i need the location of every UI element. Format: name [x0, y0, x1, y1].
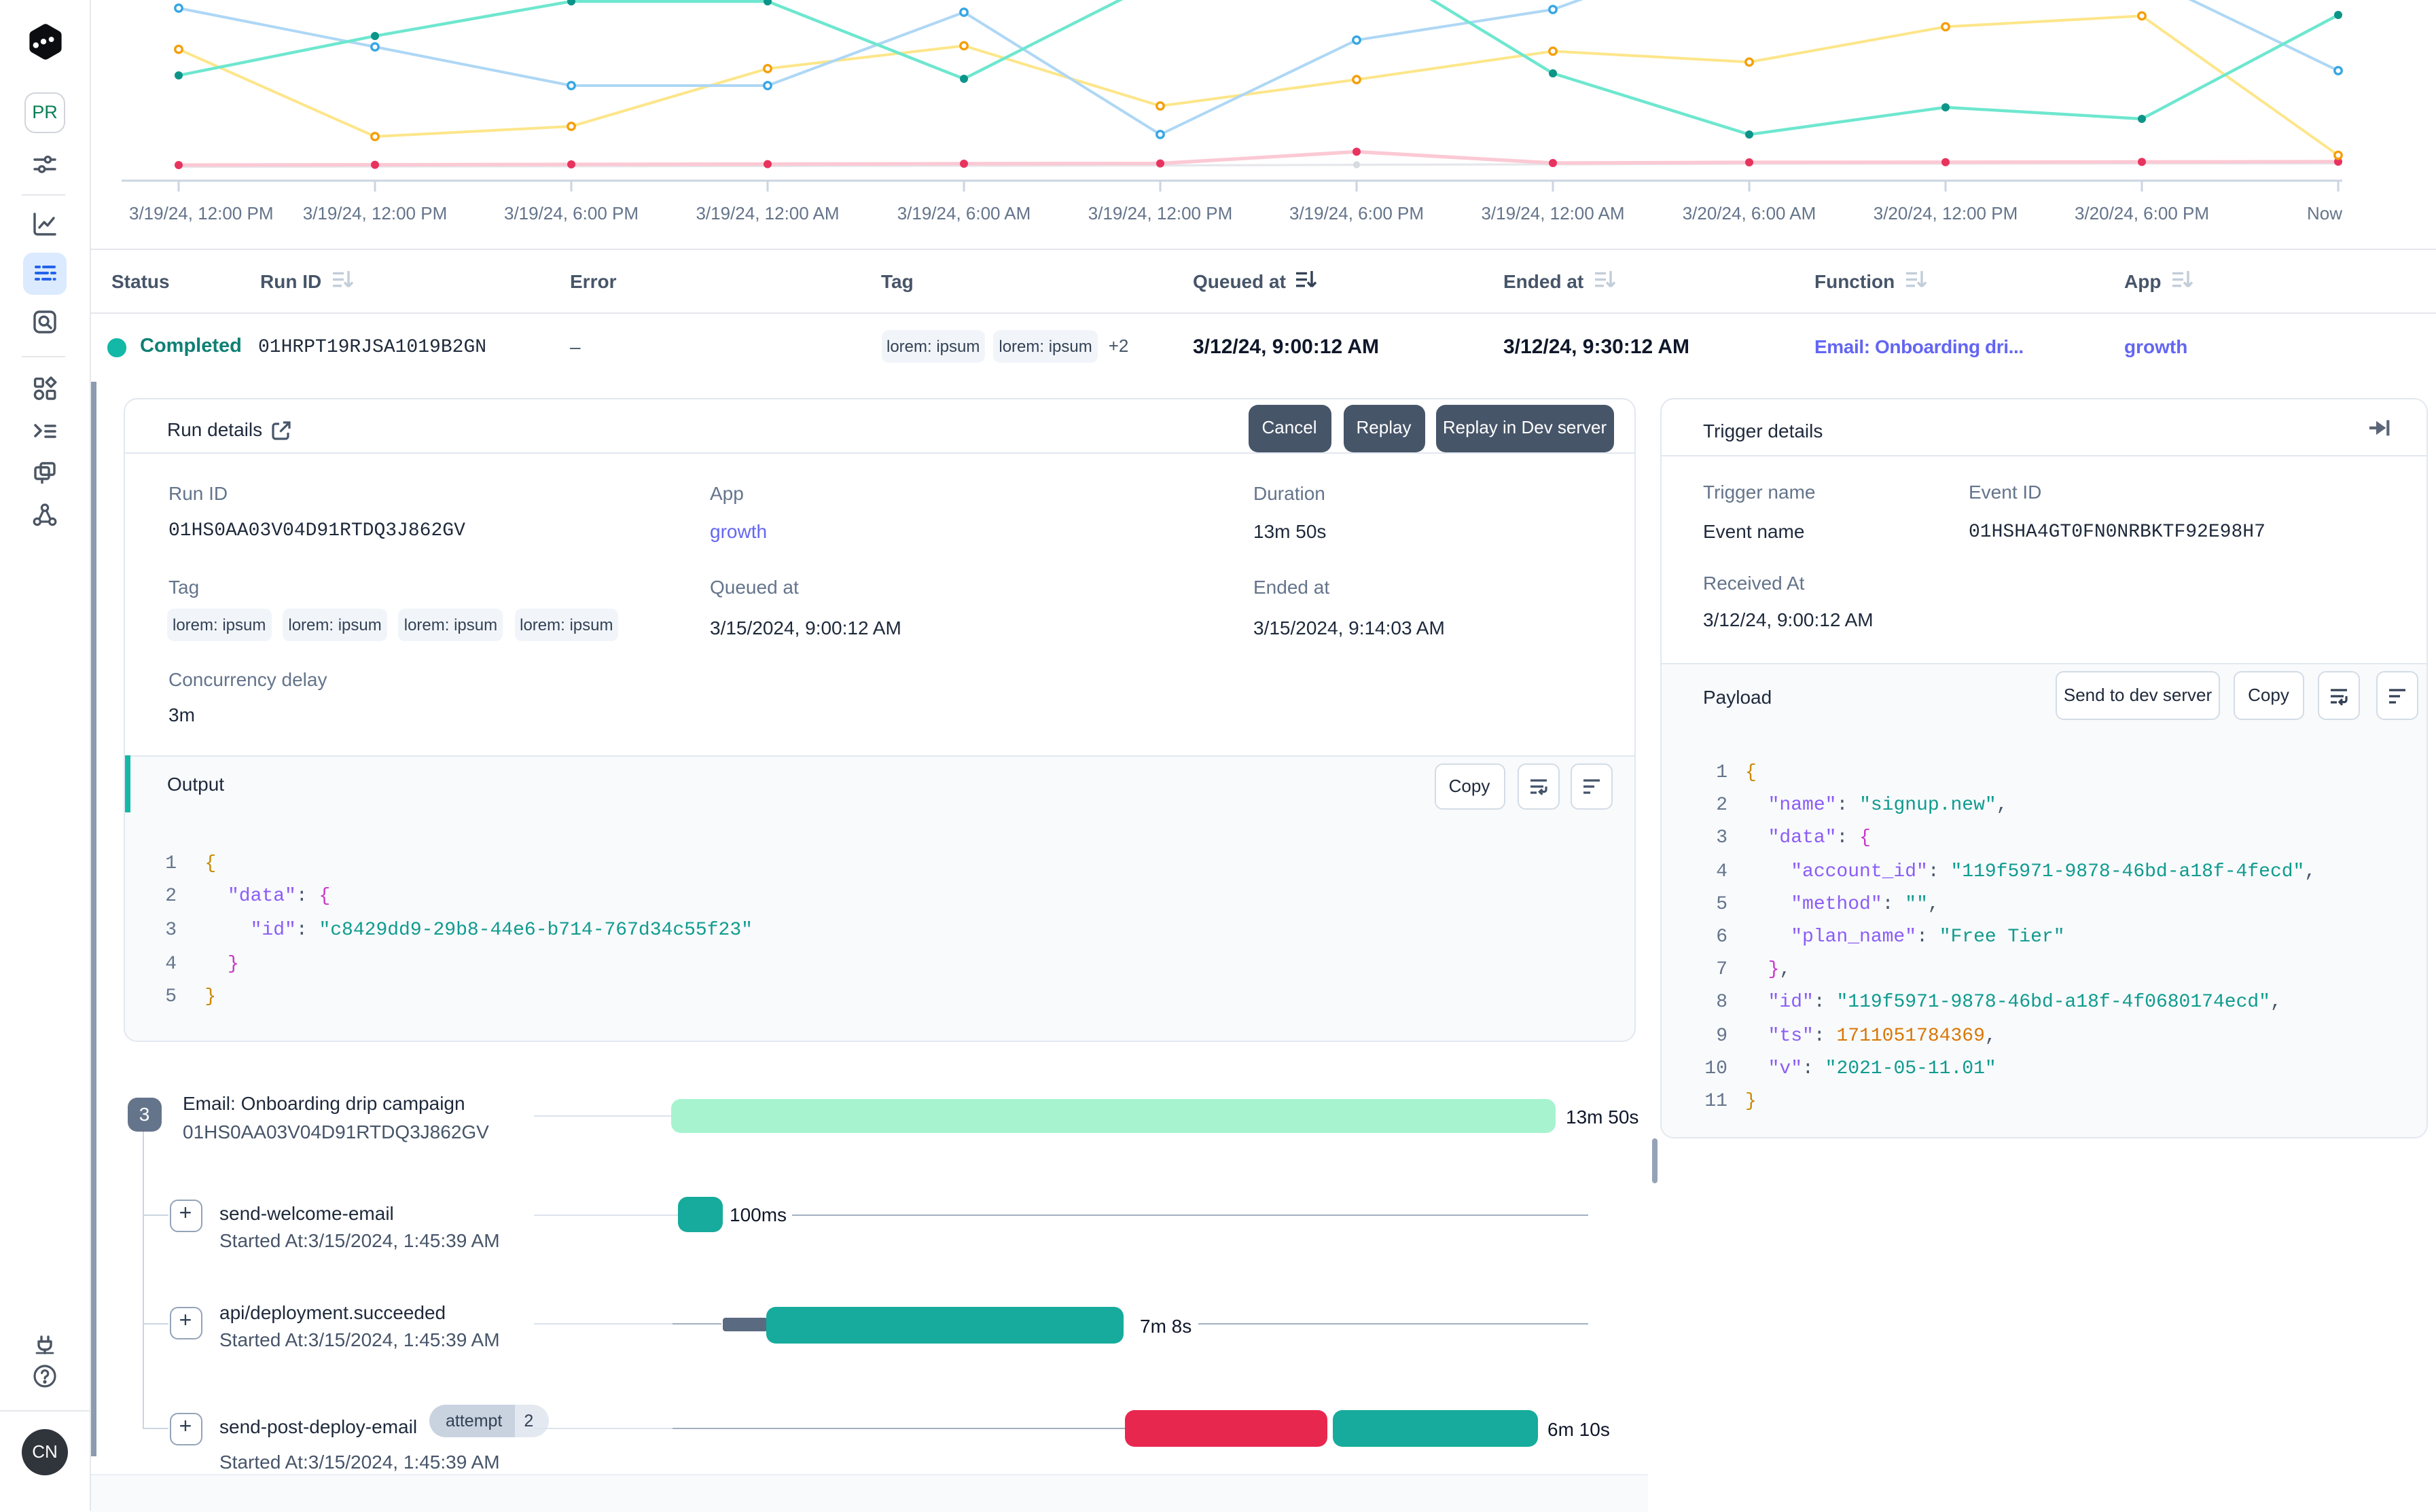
- svg-text:3/19/24, 12:00 PM: 3/19/24, 12:00 PM: [1088, 203, 1232, 223]
- svg-text:Now: Now: [2307, 203, 2342, 223]
- svg-text:3/19/24, 12:00 AM: 3/19/24, 12:00 AM: [696, 203, 839, 223]
- svg-text:3/20/24, 12:00 PM: 3/20/24, 12:00 PM: [1874, 203, 2018, 223]
- svg-text:3/20/24, 6:00 AM: 3/20/24, 6:00 AM: [1683, 203, 1816, 223]
- svg-text:3/19/24, 6:00 PM: 3/19/24, 6:00 PM: [1289, 203, 1424, 223]
- svg-text:3/19/24, 12:00 PM: 3/19/24, 12:00 PM: [303, 203, 447, 223]
- svg-text:3/20/24, 6:00 PM: 3/20/24, 6:00 PM: [2075, 203, 2209, 223]
- svg-text:3/19/24, 12:00 AM: 3/19/24, 12:00 AM: [1481, 203, 1624, 223]
- svg-text:3/19/24, 6:00 PM: 3/19/24, 6:00 PM: [504, 203, 639, 223]
- svg-text:3/19/24, 12:00 PM: 3/19/24, 12:00 PM: [129, 203, 273, 223]
- svg-text:3/19/24, 6:00 AM: 3/19/24, 6:00 AM: [897, 203, 1031, 223]
